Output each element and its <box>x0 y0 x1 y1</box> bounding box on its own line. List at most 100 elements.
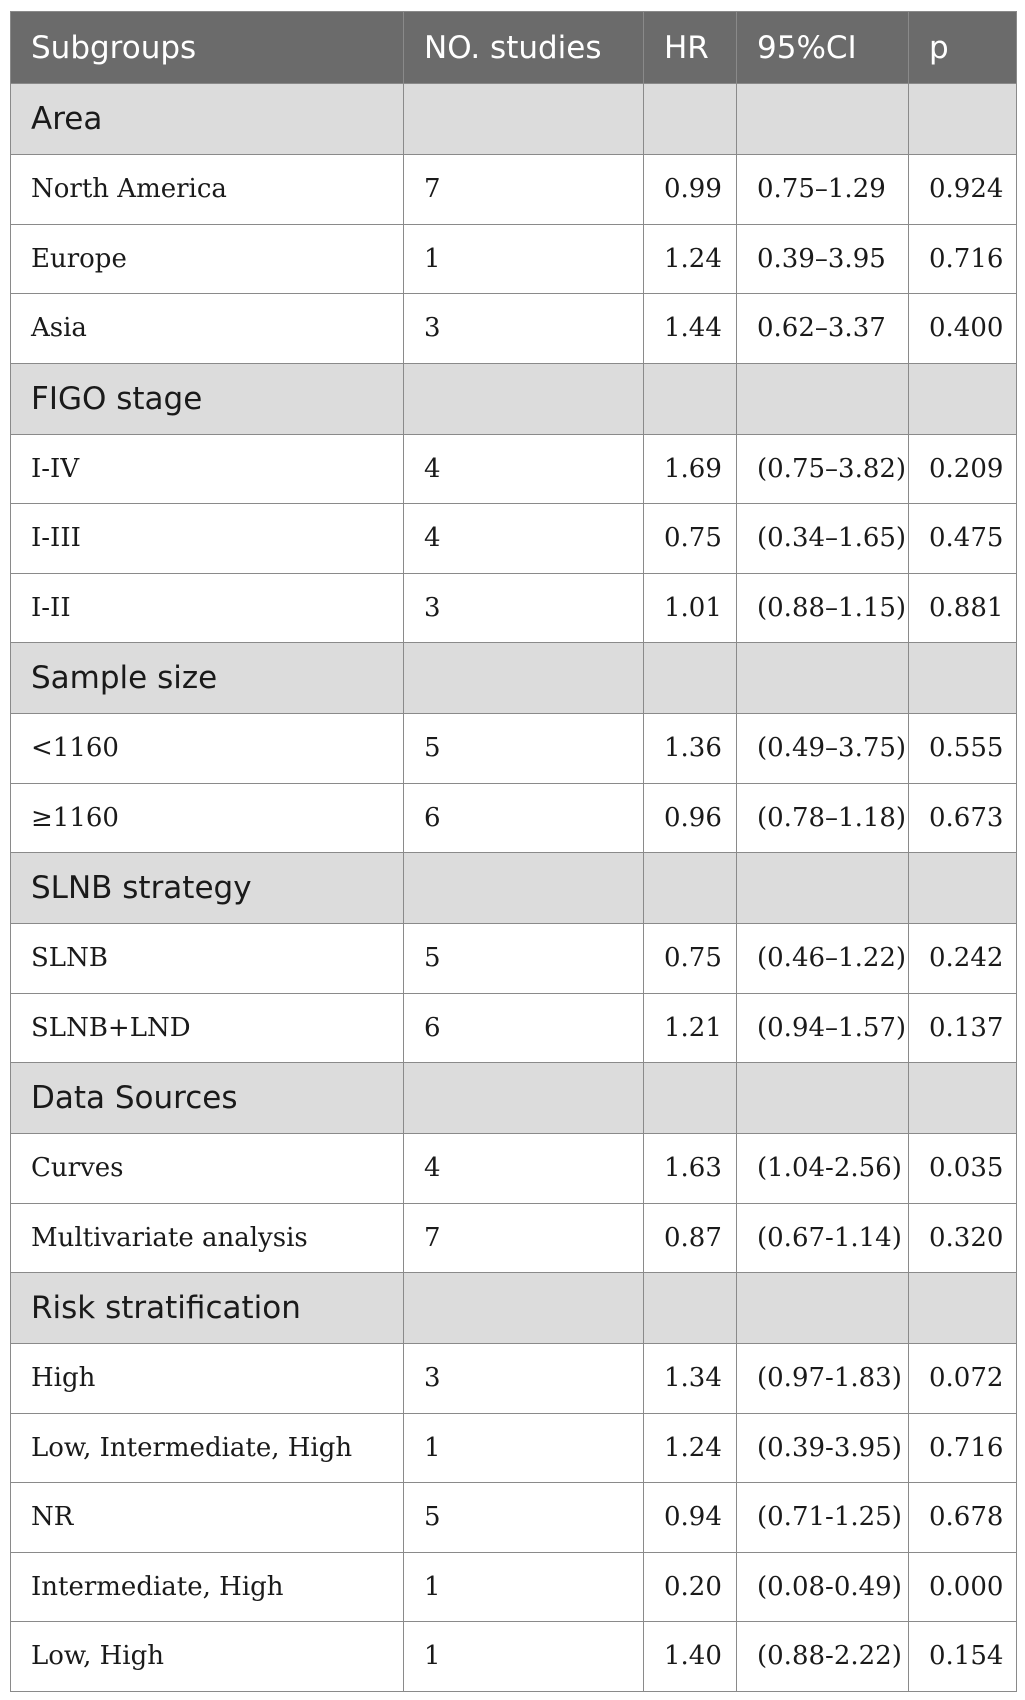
group-empty-cell <box>403 83 644 155</box>
studies-cell: 5 <box>403 1482 644 1553</box>
studies-cell: 1 <box>403 1621 644 1692</box>
studies-cell: 4 <box>403 503 644 574</box>
group-empty-cell <box>908 1062 1017 1134</box>
studies-cell: 3 <box>403 293 644 364</box>
p-cell: 0.673 <box>908 782 1017 853</box>
studies-cell: 1 <box>403 1412 644 1483</box>
hr-cell: 0.94 <box>643 1482 737 1553</box>
table-row: North America 7 0.99 0.75–1.29 0.924 <box>10 154 1017 225</box>
group-empty-cell <box>643 852 737 924</box>
studies-cell: 7 <box>403 1202 644 1273</box>
studies-cell: 7 <box>403 154 644 225</box>
group-empty-cell <box>736 1272 909 1344</box>
header-subgroups: Subgroups <box>10 11 404 84</box>
subgroup-cell: North America <box>10 154 404 225</box>
p-cell: 0.555 <box>908 713 1017 784</box>
subgroup-cell: NR <box>10 1482 404 1553</box>
ci-cell: (0.97-1.83) <box>736 1343 909 1414</box>
p-cell: 0.320 <box>908 1202 1017 1273</box>
hr-cell: 1.24 <box>643 1412 737 1483</box>
group-header-row: Sample size <box>10 642 1017 714</box>
subgroup-cell: I-III <box>10 503 404 574</box>
hr-cell: 1.63 <box>643 1133 737 1204</box>
subgroup-cell: Europe <box>10 223 404 294</box>
subgroup-cell: <1160 <box>10 713 404 784</box>
hr-cell: 1.44 <box>643 293 737 364</box>
subgroup-cell: ≥1160 <box>10 782 404 853</box>
table-header: Subgroups NO. studies HR 95%CI p <box>10 11 1017 84</box>
header-95ci: 95%CI <box>736 11 909 84</box>
p-cell: 0.924 <box>908 154 1017 225</box>
subgroup-cell: I-IV <box>10 433 404 504</box>
p-cell: 0.475 <box>908 503 1017 574</box>
group-empty-cell <box>643 642 737 714</box>
group-empty-cell <box>403 852 644 924</box>
hr-cell: 0.96 <box>643 782 737 853</box>
studies-cell: 5 <box>403 923 644 994</box>
group-name: Sample size <box>10 642 404 714</box>
studies-cell: 1 <box>403 223 644 294</box>
table-row: Low, High 1 1.40 (0.88-2.22) 0.154 <box>10 1621 1017 1692</box>
table-row: I-II 3 1.01 (0.88–1.15) 0.881 <box>10 572 1017 643</box>
subgroup-cell: SLNB <box>10 923 404 994</box>
p-cell: 0.154 <box>908 1621 1017 1692</box>
studies-cell: 3 <box>403 572 644 643</box>
group-header-row: Data Sources <box>10 1062 1017 1134</box>
subgroup-cell: Intermediate, High <box>10 1551 404 1622</box>
studies-cell: 4 <box>403 433 644 504</box>
header-no-studies: NO. studies <box>403 11 644 84</box>
group-empty-cell <box>403 1062 644 1134</box>
ci-cell: (0.75–3.82) <box>736 433 909 504</box>
subgroup-cell: High <box>10 1343 404 1414</box>
table-row: <1160 5 1.36 (0.49–3.75) 0.555 <box>10 713 1017 784</box>
table-row: High 3 1.34 (0.97-1.83) 0.072 <box>10 1343 1017 1414</box>
hr-cell: 0.87 <box>643 1202 737 1273</box>
p-cell: 0.716 <box>908 223 1017 294</box>
ci-cell: 0.62–3.37 <box>736 293 909 364</box>
p-cell: 0.035 <box>908 1133 1017 1204</box>
subgroup-cell: SLNB+LND <box>10 992 404 1063</box>
group-empty-cell <box>643 1272 737 1344</box>
p-cell: 0.400 <box>908 293 1017 364</box>
group-empty-cell <box>736 1062 909 1134</box>
table-row: NR 5 0.94 (0.71-1.25) 0.678 <box>10 1482 1017 1553</box>
subgroup-analysis-table: Subgroups NO. studies HR 95%CI p Area Nor… <box>10 11 1017 1692</box>
group-header-row: Area <box>10 83 1017 155</box>
ci-cell: (0.67-1.14) <box>736 1202 909 1273</box>
ci-cell: (0.94–1.57) <box>736 992 909 1063</box>
p-cell: 0.209 <box>908 433 1017 504</box>
header-p: p <box>908 11 1017 84</box>
table-body: Area North America 7 0.99 0.75–1.29 0.924 Euro… <box>10 83 1017 1692</box>
hr-cell: 1.34 <box>643 1343 737 1414</box>
subgroup-cell: Multivariate analysis <box>10 1202 404 1273</box>
p-cell: 0.000 <box>908 1551 1017 1622</box>
ci-cell: (0.39-3.95) <box>736 1412 909 1483</box>
hr-cell: 1.01 <box>643 572 737 643</box>
p-cell: 0.716 <box>908 1412 1017 1483</box>
p-cell: 0.881 <box>908 572 1017 643</box>
table-row: I-III 4 0.75 (0.34–1.65) 0.475 <box>10 503 1017 574</box>
group-header-row: FIGO stage <box>10 362 1017 435</box>
ci-cell: (0.78–1.18) <box>736 782 909 853</box>
group-empty-cell <box>403 1272 644 1344</box>
studies-cell: 5 <box>403 713 644 784</box>
group-empty-cell <box>643 362 737 435</box>
hr-cell: 1.69 <box>643 433 737 504</box>
studies-cell: 6 <box>403 782 644 853</box>
group-empty-cell <box>643 1062 737 1134</box>
table-row: Multivariate analysis 7 0.87 (0.67-1.14) 0.3… <box>10 1202 1017 1273</box>
header-row: Subgroups NO. studies HR 95%CI p <box>10 11 1017 84</box>
group-empty-cell <box>908 642 1017 714</box>
studies-cell: 4 <box>403 1133 644 1204</box>
studies-cell: 6 <box>403 992 644 1063</box>
subgroup-cell: Low, Intermediate, High <box>10 1412 404 1483</box>
group-empty-cell <box>908 83 1017 155</box>
subgroup-cell: Low, High <box>10 1621 404 1692</box>
p-cell: 0.137 <box>908 992 1017 1063</box>
table-row: ≥1160 6 0.96 (0.78–1.18) 0.673 <box>10 782 1017 853</box>
p-cell: 0.072 <box>908 1343 1017 1414</box>
studies-cell: 1 <box>403 1551 644 1622</box>
table-row: Asia 3 1.44 0.62–3.37 0.400 <box>10 293 1017 364</box>
group-empty-cell <box>403 642 644 714</box>
group-empty-cell <box>643 83 737 155</box>
